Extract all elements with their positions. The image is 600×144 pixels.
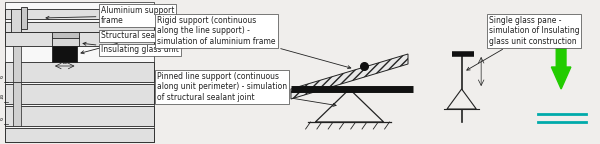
Bar <box>13 46 21 82</box>
Bar <box>5 9 154 19</box>
Text: Single glass pane -
simulation of Insulating
glass unit construction: Single glass pane - simulation of Insula… <box>467 16 580 70</box>
Bar <box>52 32 79 38</box>
Bar <box>11 9 21 34</box>
Polygon shape <box>316 89 383 122</box>
Bar <box>5 22 154 32</box>
Polygon shape <box>291 54 408 99</box>
Bar <box>52 46 77 62</box>
Text: 6: 6 <box>0 116 5 120</box>
Text: Structural sealant joint: Structural sealant joint <box>81 32 190 54</box>
Bar <box>5 32 154 46</box>
Bar <box>52 36 79 46</box>
Bar <box>5 2 154 142</box>
Bar <box>21 7 26 29</box>
Bar <box>5 128 154 142</box>
Bar <box>5 84 154 104</box>
Text: Aluminium support
frame: Aluminium support frame <box>46 6 174 25</box>
Bar <box>13 82 21 126</box>
Text: 6: 6 <box>0 74 5 78</box>
Text: Pinned line support (continuous
along unit perimeter) - simulation
of structural: Pinned line support (continuous along un… <box>157 72 336 106</box>
Bar <box>5 106 154 126</box>
Text: Rigid support (continuous
along the line support) -
simulation of aluminium fram: Rigid support (continuous along the line… <box>157 16 351 69</box>
FancyArrow shape <box>551 29 571 89</box>
Polygon shape <box>447 89 476 109</box>
Bar <box>5 62 154 82</box>
Text: 18: 18 <box>61 59 68 65</box>
Text: 16: 16 <box>0 93 5 99</box>
Text: Insulating glass unit: Insulating glass unit <box>83 42 179 54</box>
